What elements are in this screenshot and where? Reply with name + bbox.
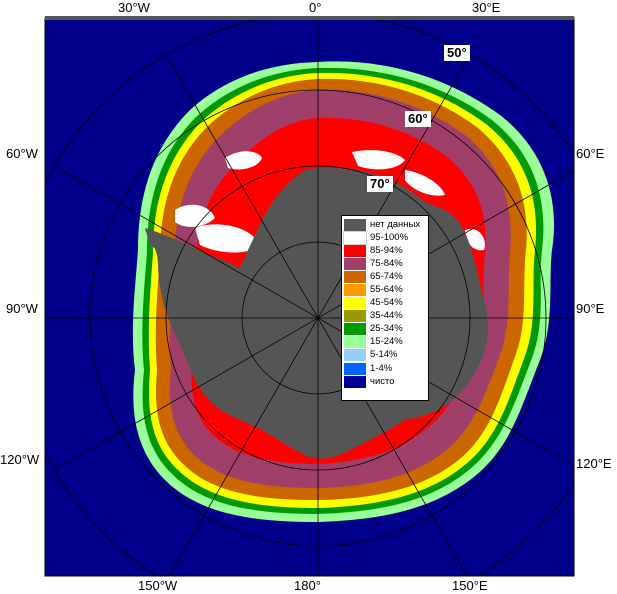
legend-swatch — [344, 284, 366, 297]
legend-item: 5-14% — [344, 349, 426, 362]
legend-item: нет данных — [344, 218, 426, 231]
legend-swatch — [344, 336, 366, 349]
legend-item: 85-94% — [344, 244, 426, 257]
legend-item: 55-64% — [344, 283, 426, 297]
lon-label-150w: 150°W — [138, 578, 178, 593]
legend-swatch — [344, 297, 366, 310]
legend-swatch — [344, 270, 366, 283]
latitude-label-50: 50° — [444, 45, 470, 61]
lon-label-150e: 150°E — [452, 578, 488, 593]
lon-label-90e: 90°E — [576, 301, 605, 316]
legend-swatch — [344, 323, 366, 336]
latitude-label-70: 70° — [367, 176, 393, 192]
legend-label: 35-44% — [370, 310, 403, 322]
legend-swatch — [344, 244, 366, 257]
lon-label-120w: 120°W — [0, 452, 40, 467]
legend-item: 75-84% — [344, 257, 426, 270]
legend-label: чисто — [370, 375, 395, 387]
legend-label: 15-24% — [370, 336, 403, 348]
legend-swatch — [344, 218, 366, 231]
graticule — [45, 18, 574, 576]
legend-label: 5-14% — [370, 349, 398, 361]
lon-label-30w: 30°W — [118, 0, 150, 15]
lon-label-90w: 90°W — [6, 301, 38, 316]
legend-swatch — [344, 362, 366, 375]
legend-item: 35-44% — [344, 310, 426, 323]
legend: нет данных 95-100% 85-94% 75-84% 65-74% 55-64… — [341, 215, 429, 401]
legend-label: 95-100% — [370, 231, 409, 243]
legend-swatch — [344, 375, 366, 388]
lon-label-120e: 120°E — [576, 456, 612, 471]
lon-label-60e: 60°E — [576, 146, 605, 161]
top-bar — [45, 16, 574, 20]
legend-item: чисто — [344, 375, 426, 388]
legend-label: 45-54% — [370, 297, 403, 309]
legend-item: 45-54% — [344, 297, 426, 310]
lon-label-60w: 60°W — [6, 146, 38, 161]
legend-label: 85-94% — [370, 244, 403, 256]
legend-item: 65-74% — [344, 270, 426, 283]
legend-item: 25-34% — [344, 323, 426, 336]
legend-swatch — [344, 349, 366, 362]
legend-label: 55-64% — [370, 284, 403, 296]
legend-item: 15-24% — [344, 336, 426, 349]
legend-item: 1-4% — [344, 362, 426, 375]
legend-swatch — [343, 230, 367, 245]
legend-label: 25-34% — [370, 323, 403, 335]
legend-label: нет данных — [370, 218, 421, 230]
legend-label: 65-74% — [370, 270, 403, 282]
antarctic-peninsula — [145, 228, 222, 280]
legend-label: 75-84% — [370, 257, 403, 269]
legend-item: 95-100% — [343, 230, 426, 245]
legend-swatch — [344, 257, 366, 270]
latitude-label-60: 60° — [405, 111, 431, 127]
lon-label-30e: 30°E — [472, 0, 501, 15]
legend-label: 1-4% — [370, 362, 393, 374]
legend-swatch — [344, 310, 366, 323]
lon-label-0: 0° — [309, 0, 322, 15]
lon-label-180: 180° — [294, 578, 321, 593]
